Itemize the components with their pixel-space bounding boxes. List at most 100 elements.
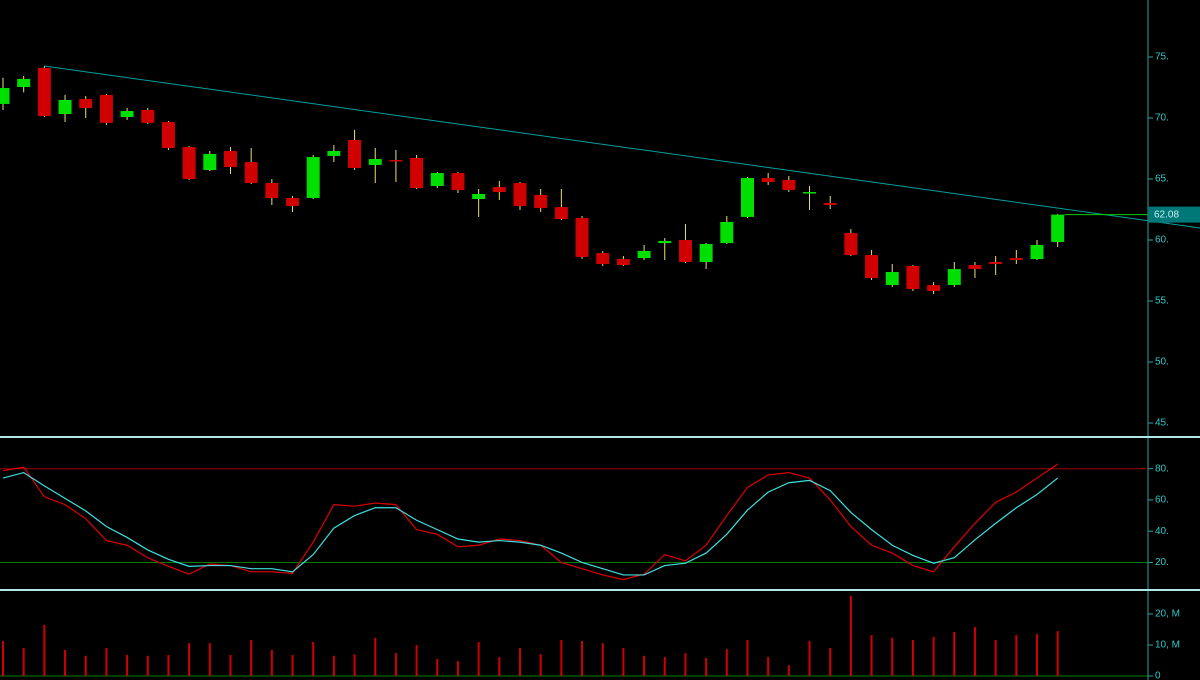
candle-body <box>720 221 734 244</box>
volume-bar <box>560 640 563 676</box>
y-tick-label: 45. <box>1155 418 1169 429</box>
trendline <box>44 65 1200 229</box>
y-tick-label: 80. <box>1155 463 1169 474</box>
y-tick-label: 20, M <box>1155 609 1180 620</box>
y-tick-label: 65. <box>1155 174 1169 185</box>
volume-bar <box>312 641 315 676</box>
volume-bar <box>208 643 211 676</box>
candle-body <box>0 87 10 104</box>
volume-bar <box>932 636 935 676</box>
volume-bar <box>126 654 129 676</box>
candle-body <box>492 187 506 193</box>
y-tick-label: 40. <box>1155 526 1169 537</box>
candle-body <box>348 139 362 169</box>
volume-bar <box>953 631 956 676</box>
candle-body <box>658 240 672 244</box>
candle-body <box>968 265 982 270</box>
candle-body <box>472 194 486 200</box>
volume-bar <box>601 643 604 676</box>
candle-body <box>865 255 879 278</box>
y-tick-label: 70. <box>1155 113 1169 124</box>
candle-body <box>699 244 713 262</box>
candle-body <box>740 178 754 217</box>
volume-bar <box>973 627 976 676</box>
candle-body <box>37 67 51 117</box>
volume-bar <box>498 657 501 676</box>
y-tick-label: 20. <box>1155 557 1169 568</box>
volume-bar <box>22 648 25 676</box>
candle-body <box>844 233 858 256</box>
candle-body <box>1009 258 1023 261</box>
volume-bar <box>643 655 646 676</box>
candle-body <box>989 261 1003 265</box>
stochastic-line <box>2 471 1059 576</box>
volume-bar <box>43 624 46 676</box>
volume-bar <box>746 640 749 676</box>
candle-body <box>389 159 403 162</box>
candle-body <box>265 183 279 199</box>
candle-body <box>1051 214 1065 242</box>
y-tick-label: 0 <box>1155 671 1161 680</box>
candle-body <box>513 183 527 206</box>
volume-bar <box>1015 635 1018 676</box>
volume-bar <box>146 655 149 676</box>
volume-bar <box>332 655 335 676</box>
candle-body <box>885 271 899 286</box>
candle-body <box>286 198 300 206</box>
candle-body <box>327 150 341 156</box>
volume-bar <box>2 640 4 676</box>
candle-body <box>906 266 920 290</box>
volume-bar <box>415 645 418 676</box>
candle-body <box>368 158 382 165</box>
volume-bar <box>250 640 253 676</box>
volume-bar <box>891 637 894 676</box>
candle-body <box>1030 245 1044 260</box>
candle-body <box>761 178 775 183</box>
volume-bar <box>353 654 356 676</box>
volume-bar <box>684 653 687 676</box>
volume-bar <box>1036 634 1038 676</box>
volume-bar <box>663 657 666 676</box>
candle-body <box>17 78 31 87</box>
candle-body <box>554 207 568 220</box>
volume-bar <box>622 648 625 676</box>
volume-bar <box>725 649 728 676</box>
volume-bar <box>456 661 459 676</box>
y-tick-label: 10, M <box>1155 640 1180 651</box>
y-tick-label: 50. <box>1155 357 1169 368</box>
volume-bar <box>291 654 294 676</box>
volume-bar <box>64 649 67 676</box>
volume-bar <box>829 648 832 676</box>
volume-bar <box>870 635 873 676</box>
candle-body <box>203 153 217 170</box>
candle-body <box>182 147 196 180</box>
volume-bar <box>394 653 397 676</box>
candle-body <box>410 158 424 189</box>
volume-bar <box>767 657 770 676</box>
volume-bar <box>994 640 997 676</box>
volume-bar <box>84 655 87 676</box>
volume-bar <box>849 596 852 676</box>
candle-body <box>141 109 155 123</box>
last-price-label: 62.08 <box>1154 209 1179 220</box>
volume-bar <box>436 658 439 676</box>
candle-body <box>120 111 134 118</box>
volume-bar <box>705 658 708 676</box>
candle-body <box>223 150 237 168</box>
volume-bar <box>270 649 273 676</box>
volume-bar <box>808 640 811 676</box>
volume-bar <box>911 640 914 676</box>
volume-bar <box>477 641 480 676</box>
stochastic-line <box>2 463 1059 581</box>
y-tick-label: 60. <box>1155 235 1169 246</box>
volume-bar <box>105 648 108 676</box>
candle-body <box>678 240 692 262</box>
candle-body <box>782 179 796 190</box>
candle-body <box>306 157 320 199</box>
candle-body <box>637 250 651 259</box>
volume-bar <box>167 654 170 676</box>
last-price-box <box>1148 206 1200 223</box>
candle-body <box>99 94 113 123</box>
candle-body <box>575 218 589 257</box>
